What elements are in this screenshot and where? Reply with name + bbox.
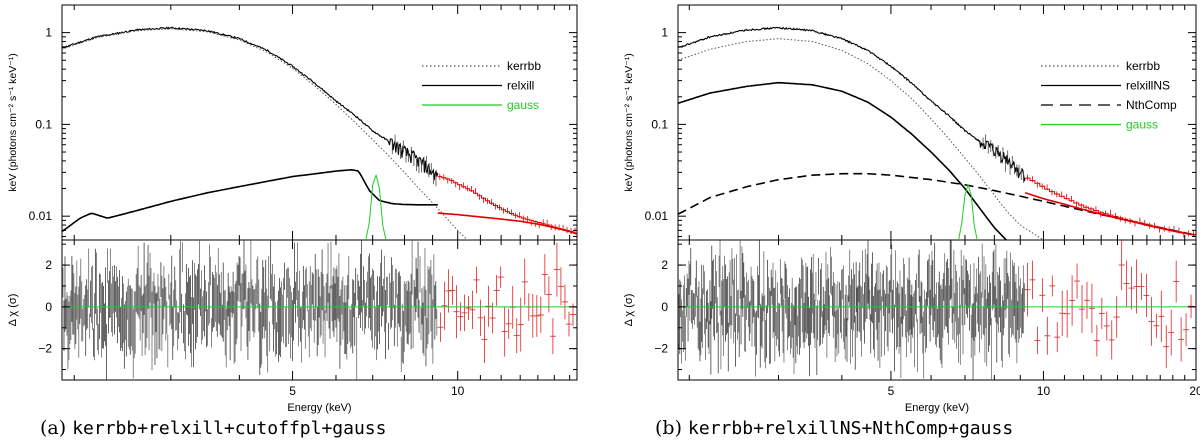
series-data <box>62 26 439 187</box>
caption-a-label: (a) <box>40 417 67 439</box>
y-axis-label-bottom: Δ χ (σ) <box>7 294 19 327</box>
caption-b-label: (b) <box>655 417 682 439</box>
x-tick-label: 10 <box>451 384 465 398</box>
residual-area <box>62 240 576 380</box>
y-axis-label-top: keV (photons cm⁻² s⁻¹ keV⁻¹) <box>623 53 635 192</box>
series-relxillns <box>678 81 1008 240</box>
y-axis-label-bottom: Δ χ (σ) <box>623 294 635 327</box>
y-tick-label: 0.01 <box>29 209 53 223</box>
chart-panel-a: 0.01 0.1 1 −2 0 2 5 10 Energy (keV) keV (photons … <box>7 4 578 414</box>
x-tick-label: 10 <box>1037 384 1051 398</box>
y-tick-label: 0.1 <box>35 117 52 131</box>
series-relxill <box>62 168 438 233</box>
residual-points <box>62 240 576 380</box>
x-tick-label: 5 <box>888 384 895 398</box>
series-data-hi <box>1025 174 1196 238</box>
residual-area <box>678 240 1195 380</box>
caption-b: (b) kerrbb+relxillNS+NthComp+gauss <box>655 417 1013 439</box>
y-axis-top: 0.01 0.1 1 <box>29 4 577 238</box>
legend-label: kerrbb <box>507 59 541 73</box>
series-data-hi-step <box>437 176 577 234</box>
series-data-hi-step <box>1025 177 1196 235</box>
y-axis-top: 0.01 0.1 1 <box>645 4 1196 238</box>
y-tick-label: 0 <box>661 300 668 314</box>
series-nthcomp <box>678 172 1193 236</box>
y-axis-label-top: keV (photons cm⁻² s⁻¹ keV⁻¹) <box>7 53 19 192</box>
legend-label: gauss <box>507 98 539 112</box>
spectrum-area <box>678 26 1196 240</box>
y-tick-label: 2 <box>661 258 668 272</box>
series-data-trace <box>62 26 439 181</box>
legend-label: kerrbb <box>1126 59 1160 73</box>
y-tick-label: 1 <box>45 26 52 40</box>
top-frame <box>677 4 1197 241</box>
y-axis-bottom: −2 0 2 <box>654 243 1196 371</box>
chart-panel-b: 0.01 0.1 1 −2 0 2 5 10 20 Energy (keV) keV (photon… <box>623 4 1200 414</box>
y-tick-label: −2 <box>654 342 668 356</box>
x-axis: 5 10 Energy (keV) <box>73 5 571 414</box>
series-gauss <box>958 183 978 240</box>
x-axis-label: Energy (keV) <box>287 402 351 414</box>
y-tick-label: 0.01 <box>645 209 669 223</box>
x-tick-label: 20 <box>1189 384 1200 398</box>
series-data-trace <box>678 26 1026 182</box>
y-axis-bottom: −2 0 2 <box>38 243 577 371</box>
x-axis-label: Energy (keV) <box>905 402 969 414</box>
y-tick-label: 0 <box>45 300 52 314</box>
legend: kerrbb relxillNS NthComp gauss <box>1041 59 1177 132</box>
series-gauss <box>365 174 387 240</box>
y-tick-label: 2 <box>45 258 52 272</box>
series-kerrbb <box>678 38 1045 240</box>
x-axis: 5 10 20 Energy (keV) <box>688 5 1200 414</box>
series-model-hi <box>437 212 577 235</box>
series-data-hi <box>437 173 577 235</box>
legend-label: gauss <box>1126 118 1158 132</box>
series-model-hi <box>1024 191 1195 236</box>
x-tick-label: 5 <box>289 384 296 398</box>
legend: kerrbb relxill gauss <box>422 59 541 112</box>
caption-a: (a) kerrbb+relxill+cutoffpl+gauss <box>40 417 386 439</box>
series-data <box>678 26 1026 183</box>
spectrum-area <box>62 26 577 240</box>
y-tick-label: 1 <box>661 26 668 40</box>
legend-label: relxill <box>507 79 534 93</box>
legend-label: NthComp <box>1126 98 1177 112</box>
caption-b-model: kerrbb+relxillNS+NthComp+gauss <box>688 418 1014 439</box>
residual-points <box>678 240 1195 380</box>
caption-a-model: kerrbb+relxill+cutoffpl+gauss <box>72 418 387 439</box>
y-tick-label: 0.1 <box>651 117 668 131</box>
series-kerrbb <box>62 28 469 240</box>
y-tick-label: −2 <box>38 342 52 356</box>
legend-label: relxillNS <box>1126 79 1170 93</box>
